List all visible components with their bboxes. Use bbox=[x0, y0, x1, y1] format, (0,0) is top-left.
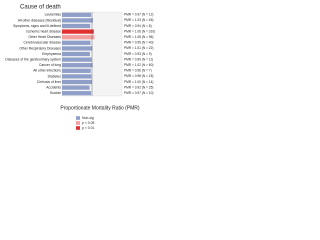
category-label: Cancer of lung bbox=[39, 63, 61, 67]
bar bbox=[62, 40, 91, 45]
value-label: PMR = 1.08 (N = 96) bbox=[124, 35, 153, 39]
bar bbox=[62, 23, 91, 29]
bar bbox=[62, 57, 92, 62]
value-label: PMR = 1.02 (N = 60) bbox=[124, 63, 153, 67]
value-label: PMR = 0.96 (N = 7) bbox=[124, 69, 152, 73]
bar bbox=[62, 18, 93, 23]
category-label: Diabetes bbox=[48, 74, 62, 78]
category-label: All other diseases (Residual) bbox=[18, 18, 61, 22]
bar bbox=[62, 12, 92, 17]
value-label: PMR = 0.92 (N = 25) bbox=[124, 85, 153, 89]
value-label: PMR = 1.03 (N = 45) bbox=[124, 18, 153, 22]
bar bbox=[62, 35, 95, 40]
category-label: Other Heart Diseases bbox=[28, 35, 61, 39]
legend-swatch bbox=[76, 121, 80, 125]
bar bbox=[62, 91, 92, 96]
bar bbox=[62, 79, 92, 85]
legend-swatch bbox=[76, 126, 80, 130]
chart-title: Cause of death bbox=[20, 5, 61, 11]
bar bbox=[62, 85, 90, 90]
legend-label: p < 0.01 bbox=[82, 126, 94, 130]
chart: Cause of death Proportionate Mortality R… bbox=[5, 5, 155, 130]
category-label: Suicide bbox=[50, 91, 61, 95]
category-label: Cirrhosis of liver bbox=[37, 80, 62, 84]
bar bbox=[62, 68, 91, 73]
bar bbox=[62, 63, 93, 68]
bar bbox=[62, 29, 94, 34]
value-label: PMR = 0.97 (N = 10) bbox=[124, 91, 153, 95]
value-label: PMR = 0.95 (N = 40) bbox=[124, 41, 153, 45]
legend-label: p < 0.05 bbox=[82, 121, 94, 125]
category-label: Ischemic heart disease bbox=[26, 29, 61, 33]
category-label: Accidents bbox=[46, 85, 61, 89]
value-label: PMR = 1.01 (N = 22) bbox=[124, 46, 153, 50]
legend-swatch bbox=[76, 116, 80, 120]
value-label: PMR = 0.99 (N = 11) bbox=[124, 57, 153, 61]
legend-label: Non-sig bbox=[82, 116, 94, 120]
bar bbox=[62, 74, 92, 79]
bar bbox=[62, 51, 90, 57]
value-label: PMR = 1.00 (N = 14) bbox=[124, 80, 153, 84]
x-axis-label: Proportionate Mortality Ratio (PMR) bbox=[60, 105, 140, 111]
category-label: Diseases of the genitourinary system bbox=[5, 57, 61, 61]
category-label: Leukemias bbox=[45, 13, 62, 17]
bar bbox=[62, 46, 93, 51]
value-label: PMR = 0.94 (N = 8) bbox=[124, 24, 152, 28]
value-label: PMR = 0.93 (N = 9) bbox=[124, 52, 152, 56]
category-label: Other Respiratory Diseases bbox=[19, 46, 61, 50]
category-label: Emphysema bbox=[42, 52, 61, 56]
value-label: PMR = 1.06 (N = 310) bbox=[124, 29, 155, 33]
value-label: PMR = 0.98 (N = 18) bbox=[124, 74, 153, 78]
value-label: PMR = 0.97 (N = 12) bbox=[124, 13, 153, 17]
category-label: Symptoms, signs and ill-defined bbox=[13, 24, 61, 28]
category-label: All other infections bbox=[33, 69, 61, 73]
category-label: Cerebrovascular disease bbox=[23, 41, 61, 45]
